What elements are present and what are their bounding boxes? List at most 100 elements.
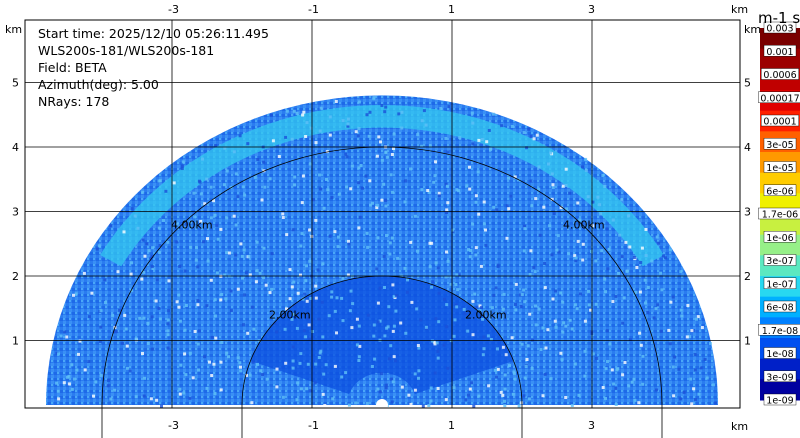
speckle — [351, 302, 355, 306]
speckle — [473, 292, 477, 296]
speckle — [322, 372, 326, 376]
speckle — [467, 393, 470, 397]
speckle — [385, 383, 389, 387]
speckle — [195, 246, 198, 250]
speckle — [125, 344, 129, 348]
y-tick-label-left: 2 — [12, 270, 19, 283]
speckle — [376, 236, 380, 240]
speckle — [335, 331, 338, 335]
speckle — [196, 303, 200, 307]
speckle — [262, 160, 266, 164]
speckle — [544, 346, 548, 350]
speckle — [142, 316, 146, 320]
speckle — [444, 398, 448, 402]
speckle — [467, 248, 470, 252]
speckle — [87, 360, 91, 363]
x-unit-bottom: km — [731, 420, 748, 433]
speckle — [70, 388, 74, 391]
speckle — [354, 130, 358, 134]
speckle — [301, 174, 305, 178]
speckle — [523, 376, 527, 380]
speckle — [652, 316, 656, 320]
colorbar-label-bg — [763, 370, 797, 382]
speckle — [273, 321, 277, 325]
speckle — [596, 195, 600, 199]
speckle — [455, 305, 459, 309]
speckle — [258, 271, 262, 275]
speckle — [347, 242, 351, 246]
speckle — [614, 386, 618, 390]
speckle — [320, 300, 324, 304]
speckle — [679, 270, 683, 274]
speckle — [181, 160, 185, 164]
speckle — [94, 380, 98, 384]
speckle — [188, 220, 192, 224]
speckle — [688, 335, 692, 339]
speckle — [426, 189, 430, 192]
speckle — [70, 363, 74, 367]
speckle — [357, 226, 361, 230]
speckle — [703, 358, 707, 361]
speckle — [95, 247, 99, 251]
speckle — [175, 222, 179, 226]
speckle — [618, 233, 622, 237]
speckle — [594, 259, 598, 263]
speckle — [392, 132, 396, 136]
colorbar-label-bg — [763, 277, 797, 289]
speckle — [454, 283, 458, 286]
speckle — [577, 393, 581, 397]
speckle — [679, 308, 683, 312]
speckle — [564, 324, 568, 328]
speckle — [268, 177, 272, 181]
speckle — [253, 175, 257, 179]
speckle — [482, 335, 486, 339]
speckle — [443, 297, 446, 301]
speckle — [118, 308, 122, 312]
speckle — [604, 367, 608, 371]
speckle — [347, 239, 350, 243]
speckle — [522, 249, 526, 253]
speckle — [345, 185, 349, 189]
speckle — [632, 256, 636, 259]
speckle — [288, 268, 292, 272]
speckle — [55, 381, 59, 385]
speckle — [62, 381, 66, 385]
y-tick-label-right: 1 — [744, 335, 751, 348]
speckle — [554, 289, 558, 293]
speckle — [486, 334, 490, 338]
speckle — [107, 378, 110, 382]
speckle — [495, 208, 499, 212]
speckle — [430, 241, 434, 245]
speckle — [346, 124, 350, 128]
speckle — [573, 303, 577, 307]
speckle — [198, 180, 202, 184]
speckle — [390, 400, 394, 404]
speckle — [513, 175, 517, 179]
speckle — [520, 342, 524, 346]
speckle — [292, 109, 296, 113]
speckle — [302, 329, 306, 333]
speckle — [376, 320, 380, 324]
speckle — [215, 223, 219, 227]
speckle — [446, 259, 450, 263]
speckle — [264, 283, 268, 287]
speckle — [277, 155, 281, 158]
speckle — [507, 176, 510, 180]
speckle — [424, 325, 428, 329]
speckle — [196, 299, 200, 303]
speckle — [493, 368, 497, 372]
speckle — [650, 259, 654, 263]
speckle — [509, 194, 513, 198]
speckle — [673, 355, 677, 359]
speckle — [628, 245, 632, 249]
speckle — [164, 189, 168, 193]
speckle — [239, 369, 243, 373]
speckle — [308, 228, 312, 232]
speckle — [150, 265, 154, 269]
speckle — [432, 180, 436, 184]
speckle — [517, 404, 521, 408]
speckle — [671, 295, 675, 299]
speckle — [199, 192, 203, 196]
speckle — [693, 353, 697, 356]
speckle — [505, 236, 509, 240]
